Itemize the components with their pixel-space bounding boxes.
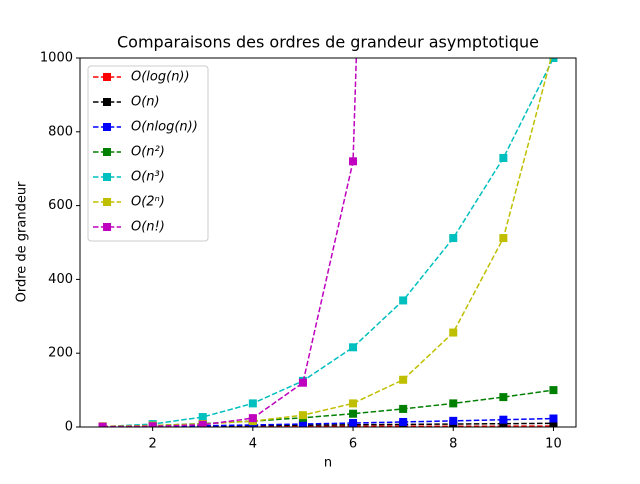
x-tick-label: 2 bbox=[149, 437, 157, 452]
marker bbox=[449, 328, 458, 337]
x-tick-label: 6 bbox=[349, 437, 357, 452]
marker bbox=[198, 413, 207, 422]
marker bbox=[298, 420, 307, 427]
legend-label: O(n³) bbox=[131, 170, 165, 185]
legend-marker bbox=[103, 223, 111, 231]
y-tick-label: 0 bbox=[65, 420, 73, 435]
marker bbox=[198, 420, 207, 427]
x-axis-label: n bbox=[324, 456, 332, 471]
x-tick-label: 8 bbox=[449, 437, 457, 452]
y-tick-label: 1000 bbox=[40, 51, 73, 66]
marker bbox=[399, 417, 408, 426]
marker bbox=[449, 234, 458, 243]
legend: O(log(n)) O(n) O(nlog(n)) O(n²) O(n³) O(2ⁿ) O(… bbox=[87, 65, 209, 242]
marker bbox=[549, 386, 558, 395]
legend-label: O(nlog(n)) bbox=[131, 120, 198, 135]
marker bbox=[148, 422, 157, 427]
series-line bbox=[102, 58, 555, 427]
marker bbox=[399, 296, 408, 305]
chart-title: Comparaisons des ordres de grandeur asym… bbox=[117, 33, 539, 52]
y-tick-label: 400 bbox=[48, 272, 73, 287]
legend-marker bbox=[103, 173, 111, 181]
marker bbox=[399, 404, 408, 413]
marker bbox=[349, 409, 358, 418]
legend-label: O(log(n)) bbox=[131, 70, 190, 85]
marker bbox=[298, 378, 307, 387]
marker bbox=[499, 153, 508, 162]
y-tick-label: 200 bbox=[48, 346, 73, 361]
legend-marker bbox=[103, 148, 111, 156]
marker bbox=[248, 399, 257, 408]
x-tick-label: 10 bbox=[545, 437, 562, 452]
marker bbox=[499, 234, 508, 243]
marker bbox=[349, 399, 358, 408]
marker bbox=[449, 416, 458, 425]
legend-label: O(n!) bbox=[131, 220, 165, 235]
x-tick-label: 4 bbox=[249, 437, 257, 452]
legend-label: O(n²) bbox=[131, 145, 165, 160]
marker bbox=[549, 414, 558, 423]
marker bbox=[399, 375, 408, 384]
series-line bbox=[102, 58, 358, 427]
legend-marker bbox=[103, 73, 111, 81]
marker bbox=[499, 393, 508, 402]
legend-marker bbox=[103, 123, 111, 131]
y-tick-label: 600 bbox=[48, 198, 73, 213]
marker bbox=[98, 422, 107, 427]
marker bbox=[298, 411, 307, 420]
marker bbox=[349, 157, 358, 166]
y-tick-label: 800 bbox=[48, 124, 73, 139]
marker bbox=[499, 415, 508, 424]
axes-frame bbox=[79, 57, 577, 428]
y-axis-label: Ordre de grandeur bbox=[15, 181, 30, 302]
legend-marker bbox=[103, 198, 111, 206]
marker bbox=[449, 399, 458, 408]
marker bbox=[549, 419, 558, 427]
plot-area bbox=[98, 58, 558, 427]
legend-label: O(n) bbox=[131, 95, 160, 110]
legend-marker bbox=[103, 98, 111, 106]
marker bbox=[349, 419, 358, 427]
marker bbox=[248, 414, 257, 423]
marker bbox=[549, 58, 558, 62]
legend-box bbox=[87, 65, 209, 242]
legend-label: O(2ⁿ) bbox=[131, 195, 165, 210]
marker bbox=[349, 343, 358, 352]
